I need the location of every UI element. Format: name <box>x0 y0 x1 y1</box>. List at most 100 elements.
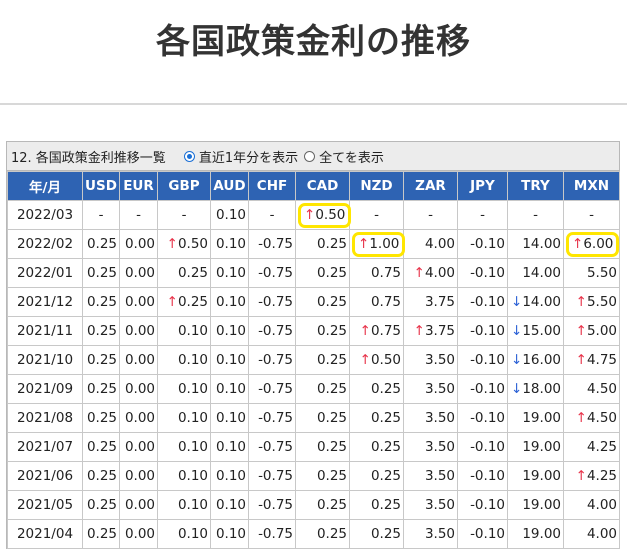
rate-cell-eur: 0.00 <box>119 316 158 346</box>
arrow-up-icon: ↑ <box>575 323 587 339</box>
title-divider <box>0 103 627 105</box>
rate-cell-aud: 0.10 <box>210 200 249 230</box>
rate-cell-try: ↓18.00 <box>507 374 564 404</box>
rate-cell-nzd: 0.25 <box>349 403 404 433</box>
table-row: 2022/03- - -0.10- ↑0.50- - - - - <box>7 200 620 230</box>
column-header-cad: CAD <box>295 171 350 201</box>
arrow-up-icon: ↑ <box>358 235 370 252</box>
table-row: 2022/02 0.25 0.00 ↑0.50 0.10 -0.75 0.25 ↑1.00 4.… <box>7 229 620 259</box>
rate-cell-cad: 0.25 <box>295 519 350 549</box>
rate-cell-jpy: -0.10 <box>457 403 508 433</box>
table-header-row: 年/月 USD EUR GBP AUD CHF CAD NZD ZAR JPY TRY MXN <box>7 171 620 201</box>
rate-cell-gbp: 0.10 <box>157 345 211 375</box>
row-date-cell: 2021/05 <box>7 490 83 520</box>
arrow-down-icon: ↓ <box>511 381 523 397</box>
rate-cell-usd: - <box>82 200 120 230</box>
rate-cell-nzd: 0.25 <box>349 490 404 520</box>
column-header-mxn: MXN <box>563 171 620 201</box>
table-row: 2021/06 0.25 0.00 0.10 0.10 -0.75 0.25 0.25 3.50… <box>7 461 620 491</box>
rate-cell-aud: 0.10 <box>210 374 249 404</box>
rate-cell-mxn: ↑4.50 <box>563 403 620 433</box>
rate-cell-nzd: 0.25 <box>349 432 404 462</box>
rate-cell-cad: 0.25 <box>295 461 350 491</box>
rate-cell-cad: 0.25 <box>295 316 350 346</box>
rate-cell-zar: 3.75 <box>403 287 458 317</box>
radio-recent-year[interactable]: 直近1年分を表示 <box>183 147 298 166</box>
row-date-cell: 2021/07 <box>7 432 83 462</box>
rate-cell-try: ↓15.00 <box>507 316 564 346</box>
rate-cell-chf: -0.75 <box>248 316 296 346</box>
arrow-down-icon: ↓ <box>511 323 523 339</box>
rate-cell-try: 19.00 <box>507 461 564 491</box>
rate-cell-mxn: ↑5.00 <box>563 316 620 346</box>
rate-cell-cad: 0.25 <box>295 490 350 520</box>
rate-cell-jpy: -0.10 <box>457 287 508 317</box>
rate-cell-mxn: 4.25 <box>563 432 620 462</box>
rate-cell-nzd: 0.75 <box>349 258 404 288</box>
rate-cell-try: 19.00 <box>507 490 564 520</box>
rate-cell-zar: 3.50 <box>403 461 458 491</box>
rate-cell-aud: 0.10 <box>210 490 249 520</box>
rate-cell-chf: -0.75 <box>248 229 296 259</box>
rate-cell-jpy: -0.10 <box>457 345 508 375</box>
rate-cell-try: 14.00 <box>507 229 564 259</box>
row-date-cell: 2022/02 <box>7 229 83 259</box>
rate-cell-chf: -0.75 <box>248 345 296 375</box>
rates-panel: 12. 各国政策金利推移一覧 直近1年分を表示 全てを表示 年/月 USD EUR G… <box>6 141 620 549</box>
rate-cell-eur: 0.00 <box>119 345 158 375</box>
rate-cell-try: 19.00 <box>507 432 564 462</box>
table-row: 2022/01 0.25 0.00 0.25 0.10 -0.75 0.25 0.75 ↑4.0… <box>7 258 620 288</box>
arrow-up-icon: ↑ <box>359 323 371 339</box>
rate-cell-usd: 0.25 <box>82 258 120 288</box>
rate-cell-eur: - <box>119 200 158 230</box>
rate-cell-cad: 0.25 <box>295 287 350 317</box>
rate-cell-try: ↓14.00 <box>507 287 564 317</box>
rate-cell-nzd: ↑1.00 <box>349 229 406 259</box>
table-row: 2021/07 0.25 0.00 0.10 0.10 -0.75 0.25 0.25 3.50… <box>7 432 620 462</box>
rate-cell-eur: 0.00 <box>119 287 158 317</box>
rate-cell-chf: -0.75 <box>248 287 296 317</box>
rate-cell-usd: 0.25 <box>82 374 120 404</box>
rate-cell-aud: 0.10 <box>210 229 249 259</box>
rate-cell-nzd: ↑0.75 <box>349 316 404 346</box>
radio-show-all[interactable]: 全てを表示 <box>304 147 384 166</box>
arrow-down-icon: ↓ <box>511 294 523 310</box>
rate-cell-jpy: -0.10 <box>457 461 508 491</box>
column-header-chf: CHF <box>248 171 296 201</box>
row-date-cell: 2022/03 <box>7 200 83 230</box>
rate-cell-chf: -0.75 <box>248 258 296 288</box>
rate-cell-jpy: - <box>457 200 508 230</box>
rate-cell-chf: -0.75 <box>248 461 296 491</box>
rate-cell-gbp: 0.10 <box>157 374 211 404</box>
rate-cell-aud: 0.10 <box>210 519 249 549</box>
row-date-cell: 2021/11 <box>7 316 83 346</box>
rate-cell-mxn: ↑4.25 <box>563 461 620 491</box>
rate-cell-mxn: 4.50 <box>563 374 620 404</box>
rate-cell-aud: 0.10 <box>210 345 249 375</box>
table-row: 2021/11 0.25 0.00 0.10 0.10 -0.75 0.25 ↑0.75 ↑3.… <box>7 316 620 346</box>
arrow-up-icon: ↑ <box>575 410 587 426</box>
column-header-eur: EUR <box>119 171 158 201</box>
table-row: 2021/12 0.25 0.00 ↑0.25 0.10 -0.75 0.25 0.75 3.7… <box>7 287 620 317</box>
table-row: 2021/05 0.25 0.00 0.10 0.10 -0.75 0.25 0.25 3.50… <box>7 490 620 520</box>
rate-cell-zar: 3.50 <box>403 432 458 462</box>
rate-cell-nzd: 0.75 <box>349 287 404 317</box>
rate-cell-usd: 0.25 <box>82 490 120 520</box>
rate-cell-usd: 0.25 <box>82 287 120 317</box>
arrow-up-icon: ↑ <box>575 468 587 484</box>
highlight-box: ↑6.00 <box>566 231 620 257</box>
column-header-usd: USD <box>82 171 120 201</box>
rate-cell-chf: -0.75 <box>248 374 296 404</box>
rate-cell-cad: 0.25 <box>295 345 350 375</box>
rate-cell-gbp: 0.10 <box>157 403 211 433</box>
rate-cell-mxn: - <box>563 200 620 230</box>
rate-cell-cad: 0.25 <box>295 432 350 462</box>
rate-cell-gbp: ↑0.25 <box>157 287 211 317</box>
rate-cell-nzd: 0.25 <box>349 374 404 404</box>
rate-cell-mxn: ↑6.00 <box>563 229 620 259</box>
rate-cell-gbp: 0.10 <box>157 316 211 346</box>
row-date-cell: 2021/10 <box>7 345 83 375</box>
rate-cell-jpy: -0.10 <box>457 316 508 346</box>
radio-all-label: 全てを表示 <box>319 150 384 166</box>
rate-cell-usd: 0.25 <box>82 432 120 462</box>
